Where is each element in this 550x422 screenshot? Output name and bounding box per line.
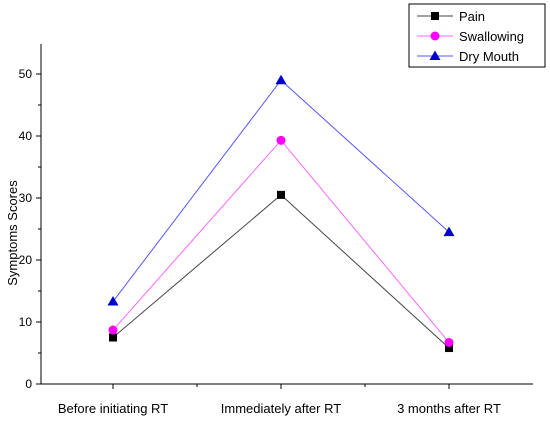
series-line-swallowing	[112, 139, 450, 343]
data-point-dry-mouth	[443, 226, 455, 237]
y-tick-label: 50	[19, 67, 33, 81]
x-tick-label: 3 months after RT	[397, 401, 501, 416]
legend-label-swallowing: Swallowing	[459, 29, 524, 44]
axes: 0 10 20 30 40 50 Before initiating RT Immediate…	[19, 44, 533, 416]
data-point-swallowing	[108, 325, 118, 335]
x-tick-label: Before initiating RT	[58, 401, 168, 416]
x-tick-label: Immediately after RT	[221, 401, 341, 416]
data-point-dry-mouth	[275, 74, 287, 85]
data-point-pain	[277, 190, 285, 199]
y-tick-label: 10	[19, 315, 33, 329]
legend-marker-dry-mouth	[429, 50, 441, 60]
y-tick-label: 30	[19, 191, 33, 205]
legend-label-pain: Pain	[459, 9, 485, 24]
legend: Pain Swallowing Dry Mouth	[408, 3, 546, 68]
data-point-pain	[109, 333, 117, 342]
series-line-pain	[112, 194, 450, 349]
y-tick-label: 40	[19, 129, 33, 143]
data-point-swallowing	[444, 337, 454, 347]
y-axis-label: Symptoms Scores	[5, 180, 20, 286]
y-tick-label: 20	[19, 253, 33, 267]
data-point-dry-mouth	[107, 296, 119, 306]
series-markers	[107, 74, 455, 353]
legend-marker-swallowing	[430, 31, 440, 41]
legend-marker-pain	[431, 12, 439, 20]
y-tick-label: 0	[25, 377, 32, 391]
series-lines	[112, 79, 450, 349]
series-line-dry-mouth	[112, 79, 450, 302]
data-point-pain	[445, 344, 453, 353]
data-point-swallowing	[276, 135, 286, 145]
legend-label-dry-mouth: Dry Mouth	[459, 49, 519, 64]
